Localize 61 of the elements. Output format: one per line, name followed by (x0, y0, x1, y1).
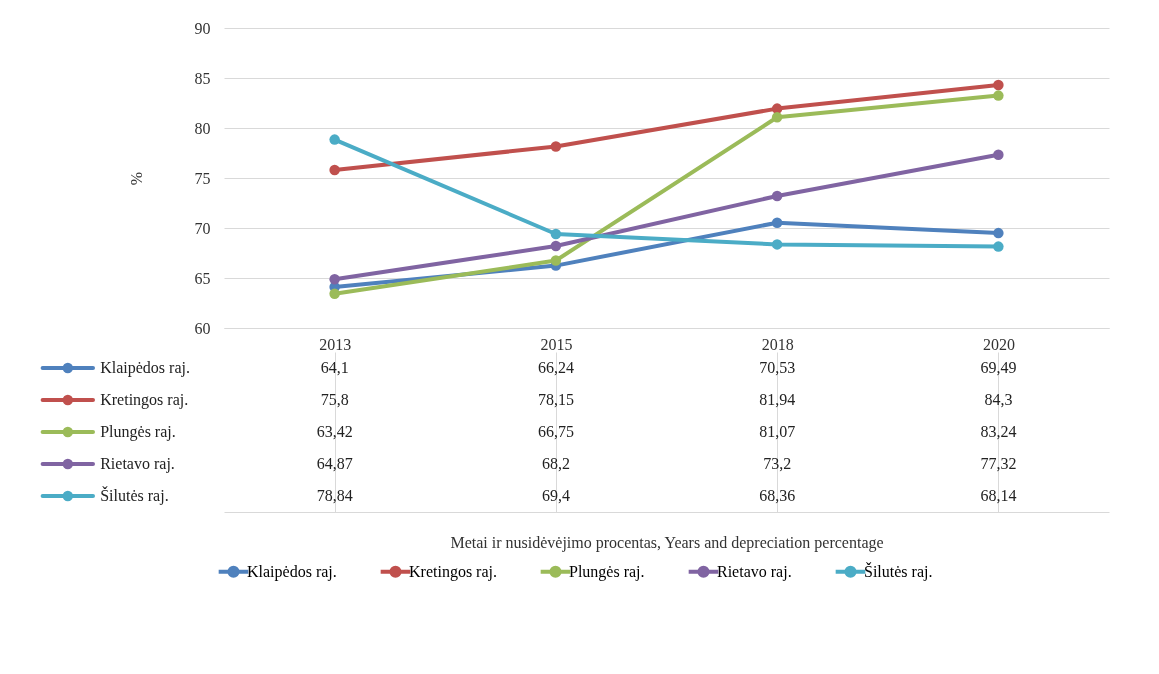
data-label: 68,14 (980, 487, 1017, 504)
point (993, 90, 1004, 101)
y-tick-label: 60 (194, 319, 211, 337)
y-tick-label: 90 (194, 19, 211, 37)
point (550, 141, 562, 152)
point (329, 134, 340, 145)
point (771, 190, 783, 202)
legend-label: Klaipėdos raj. (100, 359, 190, 377)
data-label: 66,24 (537, 359, 574, 376)
data-label: 69,49 (980, 359, 1017, 376)
data-label: 77,32 (980, 455, 1017, 472)
point (329, 164, 340, 176)
point (550, 228, 562, 240)
point (329, 288, 340, 300)
y-tick-label: 85 (194, 69, 211, 87)
x-tick-label: 2018 (761, 335, 794, 353)
data-label: 84,3 (984, 391, 1013, 408)
legend-label: Rietavo raj. (100, 455, 175, 473)
point (550, 240, 562, 252)
data-label: 75,8 (320, 391, 349, 408)
point (993, 79, 1004, 91)
x-tick-label: 2013 (319, 335, 352, 353)
x-tick-label: 2020 (982, 335, 1015, 353)
data-label: 69,4 (541, 487, 570, 504)
data-label: 81,94 (759, 391, 796, 408)
legend-label: Šilutės raj. (100, 486, 169, 505)
point (771, 103, 783, 114)
data-label: 68,36 (759, 487, 796, 504)
text: Metai ir nusidėvėjimo procentas, Years and depreciation percentage (450, 533, 884, 552)
data-label: 66,75 (537, 423, 574, 440)
data-label: 63,42 (316, 423, 353, 440)
legend-label: Kretingos raj. (100, 391, 189, 409)
point (329, 274, 340, 285)
data-label: 83,24 (980, 423, 1017, 440)
point (993, 227, 1004, 239)
text: Šilutės raj. (864, 562, 933, 580)
data-label: 78,15 (537, 391, 574, 408)
data-label: 64,1 (320, 359, 349, 376)
data-label: 70,53 (759, 359, 796, 376)
data-label: 73,2 (763, 455, 792, 472)
point (993, 149, 1004, 161)
text: Rietavo raj. (717, 562, 792, 580)
y-tick-label: 75 (194, 169, 211, 187)
data-label: 78,84 (316, 487, 353, 504)
y-tick-label: 70 (194, 219, 211, 237)
point (993, 241, 1004, 252)
y-tick-label: 65 (194, 269, 211, 287)
text: Klaipėdos raj. (247, 562, 337, 580)
legend-label: Plungės raj. (100, 423, 176, 441)
data-label: 64,87 (316, 455, 353, 472)
text: Kretingos raj. (409, 562, 497, 580)
y-tick-label: 80 (194, 119, 211, 137)
point (550, 255, 562, 266)
text: Plungės raj. (569, 562, 645, 580)
point (771, 112, 783, 123)
point (771, 217, 783, 228)
data-label: 81,07 (759, 423, 796, 440)
point (771, 239, 783, 250)
y-axis-title: % (127, 171, 145, 186)
data-label: 68,2 (541, 455, 570, 472)
x-tick-label: 2015 (540, 335, 573, 353)
